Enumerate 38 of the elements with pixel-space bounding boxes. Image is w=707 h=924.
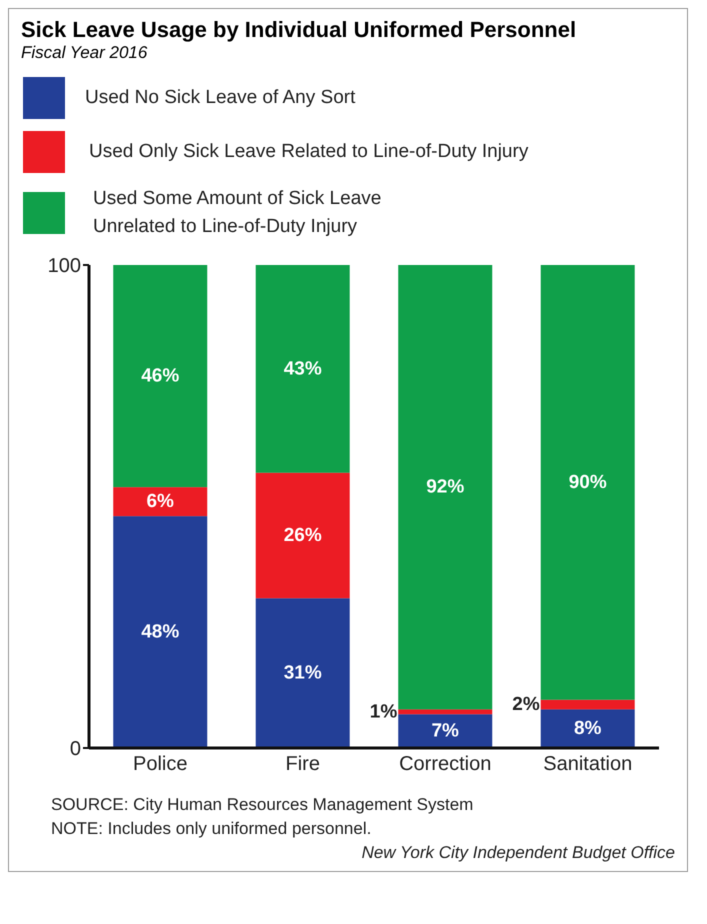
chart-subtitle: Fiscal Year 2016 — [21, 43, 148, 63]
y-tick-label: 100 — [48, 255, 81, 278]
chart-title: Sick Leave Usage by Individual Uniformed Personnel — [21, 17, 578, 43]
bar — [540, 700, 635, 710]
x-tick-label: Fire — [286, 753, 320, 776]
legend-label: Used Only Sick Leave Related to Line-of-Duty Injury — [89, 140, 530, 164]
x-tick-label: Sanitation — [543, 753, 632, 776]
data-label: 6% — [146, 491, 174, 512]
data-label: 7% — [431, 720, 460, 742]
x-tick-label: Correction — [399, 753, 492, 776]
data-label: 31% — [284, 662, 322, 684]
bar — [398, 265, 492, 710]
y-tick-label: 0 — [70, 738, 81, 760]
data-label: 26% — [284, 524, 322, 546]
data-label: 43% — [284, 358, 322, 380]
data-label: 92% — [426, 476, 464, 498]
bar — [113, 265, 208, 488]
data-label: 46% — [141, 366, 180, 387]
x-tick-label: Police — [133, 753, 188, 776]
text: NOTE: Includes only uniformed personnel. — [51, 818, 372, 840]
bar — [113, 487, 208, 516]
legend-label: Used No Sick Leave of Any Sort — [85, 86, 356, 110]
data-label: 90% — [568, 472, 607, 493]
bar — [398, 709, 492, 714]
data-label: 8% — [574, 718, 602, 740]
bar — [540, 265, 635, 700]
bar — [256, 472, 350, 598]
source-note: SOURCE: City Human Resources Management System — [51, 794, 474, 816]
legend-label: Used Some Amount of Sick Leave Unrelated to Line-of-Duty Injury — [93, 187, 382, 239]
data-label: 48% — [141, 622, 180, 643]
text: New York City Independent Budget Office — [360, 842, 675, 864]
bar — [540, 709, 635, 748]
data-label: 2% — [512, 694, 540, 716]
bar — [256, 598, 350, 748]
data-label: 1% — [370, 701, 398, 722]
bar — [113, 516, 208, 748]
bar — [256, 265, 350, 473]
bar — [398, 714, 492, 748]
